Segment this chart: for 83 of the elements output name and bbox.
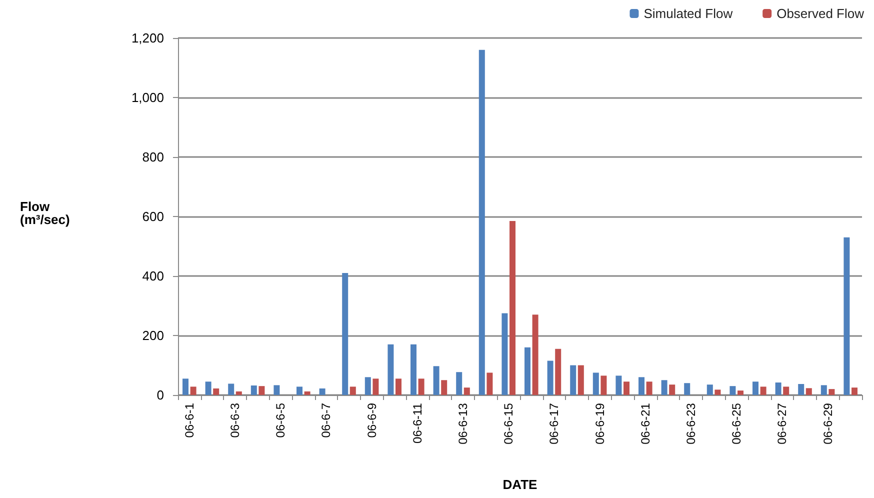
bar (388, 344, 394, 395)
bar (532, 314, 538, 395)
bar (396, 378, 402, 395)
x-tick-label: 06-6-15 (502, 402, 516, 444)
bar (828, 389, 835, 395)
bar (182, 378, 188, 395)
y-tick-label: 1,000 (131, 90, 164, 105)
bar (478, 50, 485, 395)
bar (213, 388, 220, 395)
bar (570, 365, 576, 395)
bar (350, 386, 356, 395)
x-tick-label: 06-6-23 (684, 402, 698, 444)
bar (319, 388, 326, 395)
bar (372, 378, 379, 395)
x-tick-label: 06-6-11 (410, 402, 424, 444)
y-tick-label: 600 (142, 209, 164, 224)
bar (638, 377, 644, 395)
bar (486, 372, 493, 395)
x-tick-label: 06-6-5 (274, 402, 288, 438)
bar (296, 386, 302, 395)
bar (502, 313, 508, 395)
y-tick-label: 200 (142, 328, 164, 343)
bar (661, 380, 668, 395)
legend-label: Observed Flow (776, 6, 865, 21)
bar (798, 384, 804, 395)
x-tick-label: 06-6-19 (592, 402, 607, 444)
bar (456, 372, 462, 395)
bar (228, 384, 234, 395)
bar (844, 237, 850, 395)
x-tick-label: 06-6-21 (638, 402, 652, 444)
bar (258, 386, 265, 395)
bar (624, 382, 630, 395)
bar (205, 382, 212, 395)
bar (592, 372, 599, 395)
y-tick-label: 800 (142, 150, 164, 164)
bar (684, 383, 690, 395)
y-tick-label: 0 (156, 388, 164, 402)
y-axis-title: Flow (m³/sec) (20, 199, 70, 227)
bar (730, 386, 736, 395)
bar (304, 391, 310, 395)
bar (441, 380, 448, 395)
bar (714, 390, 721, 395)
bar (578, 365, 584, 395)
bar (547, 360, 554, 395)
bar (646, 382, 652, 395)
bar (250, 385, 257, 395)
bar (752, 382, 758, 395)
bar (236, 391, 242, 395)
bar (706, 384, 713, 395)
bar (410, 344, 416, 395)
bar (820, 385, 827, 395)
bar (433, 366, 440, 395)
bar (669, 384, 676, 395)
bar (783, 386, 790, 395)
bar (464, 388, 470, 395)
bar (510, 220, 516, 395)
x-tick-label: 06-6-17 (547, 402, 562, 444)
x-axis-title: DATE (502, 477, 538, 492)
y-tick-label: 1,200 (131, 30, 164, 46)
x-tick-label: 06-6-27 (775, 402, 790, 444)
legend-label: Simulated Flow (644, 6, 734, 21)
bar (600, 376, 607, 395)
x-tick-label: 06-6-25 (730, 402, 744, 444)
bar (806, 388, 812, 395)
bar (364, 377, 371, 395)
bar (524, 347, 530, 395)
bar (738, 390, 744, 395)
x-tick-label: 06-6-9 (364, 402, 379, 438)
bar (760, 386, 766, 395)
x-tick-label: 06-6-1 (182, 402, 196, 438)
bar (616, 376, 622, 395)
bar (775, 382, 782, 395)
bar (852, 388, 858, 395)
x-tick-label: 06-6-29 (820, 402, 835, 444)
bar (274, 385, 280, 395)
bar (342, 273, 348, 395)
x-tick-label: 06-6-7 (319, 402, 334, 438)
bar (555, 348, 562, 395)
bar (190, 386, 196, 395)
y-tick-label: 400 (142, 268, 164, 284)
bar (418, 378, 424, 395)
x-tick-label: 06-6-3 (228, 402, 242, 438)
x-tick-label: 06-6-13 (456, 402, 470, 444)
